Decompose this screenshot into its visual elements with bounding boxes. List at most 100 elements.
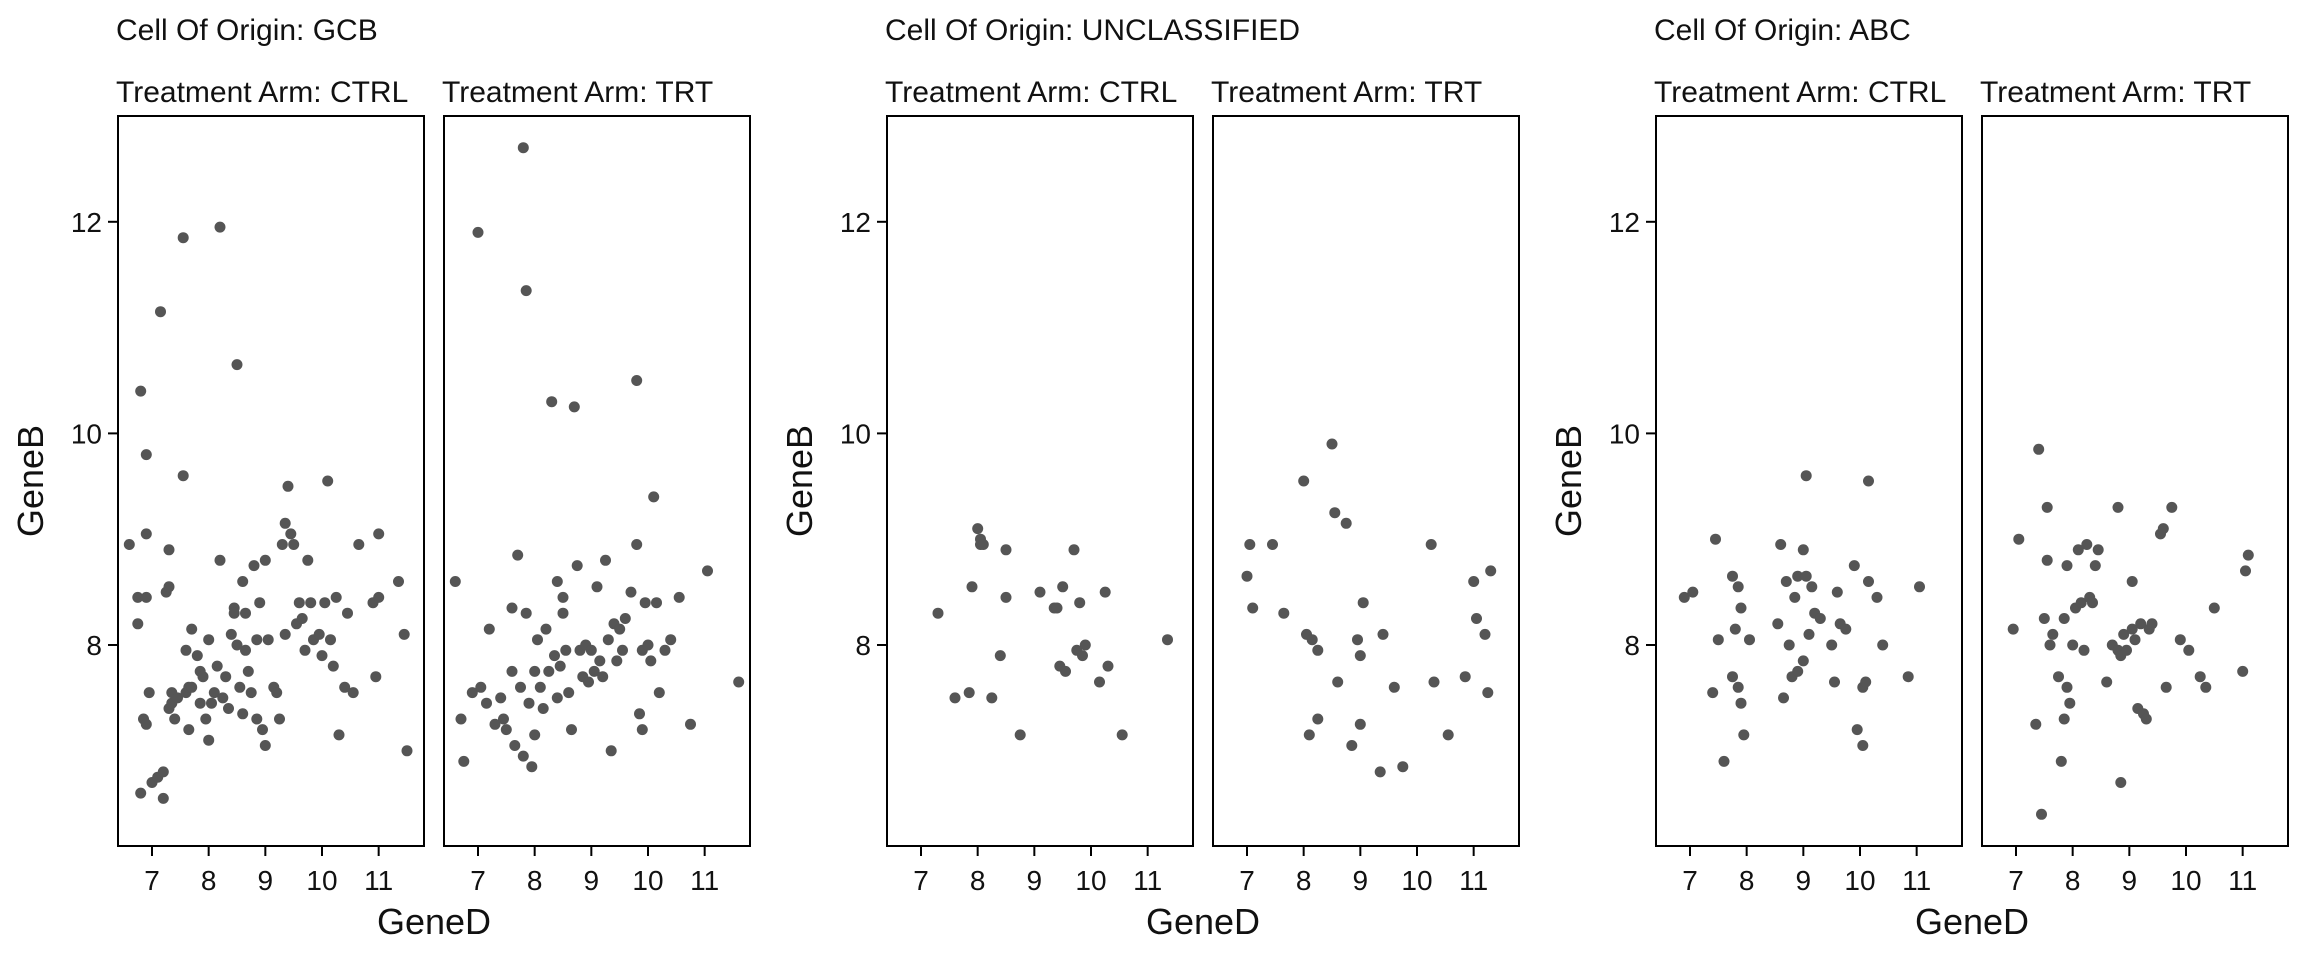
data-point bbox=[636, 724, 648, 736]
x-tick-label: 10 bbox=[1075, 865, 1106, 896]
data-point bbox=[251, 713, 263, 725]
data-point bbox=[2061, 560, 2073, 572]
data-point bbox=[140, 528, 152, 540]
data-point bbox=[2078, 644, 2090, 656]
data-point bbox=[135, 787, 147, 799]
panel-frame bbox=[1212, 115, 1520, 847]
y-tick-label: 8 bbox=[1624, 630, 1640, 661]
data-point bbox=[225, 628, 237, 640]
data-point bbox=[140, 718, 152, 730]
data-point bbox=[659, 644, 671, 656]
data-point bbox=[322, 475, 334, 487]
data-point bbox=[1871, 591, 1883, 603]
data-point bbox=[489, 718, 501, 730]
data-point bbox=[702, 565, 713, 577]
data-point bbox=[2033, 443, 2045, 455]
facet-title: Treatment Arm: CTRL bbox=[1654, 76, 1946, 109]
data-point bbox=[373, 591, 385, 603]
data-point bbox=[208, 687, 220, 699]
data-point bbox=[2146, 618, 2158, 630]
data-point bbox=[1116, 729, 1128, 741]
data-point bbox=[2087, 597, 2098, 609]
y-tick-label: 10 bbox=[71, 418, 102, 449]
data-point bbox=[506, 602, 518, 614]
data-point bbox=[2064, 697, 2076, 709]
panel-frame bbox=[1981, 115, 2289, 847]
x-tick-label: 11 bbox=[364, 865, 393, 896]
data-point bbox=[1482, 687, 1494, 699]
data-point bbox=[2126, 576, 2138, 587]
x-tick-label: 9 bbox=[258, 865, 274, 896]
data-point bbox=[2160, 681, 2172, 693]
x-tick-label: 11 bbox=[1902, 865, 1931, 896]
data-point bbox=[285, 528, 297, 540]
data-point bbox=[183, 724, 195, 736]
data-point bbox=[2129, 634, 2141, 646]
data-point bbox=[1792, 665, 1804, 677]
data-point bbox=[123, 539, 135, 550]
data-point bbox=[449, 576, 461, 587]
data-point bbox=[237, 708, 249, 720]
data-point bbox=[1710, 533, 1721, 545]
data-point bbox=[529, 665, 541, 677]
data-point bbox=[483, 623, 495, 635]
data-point bbox=[563, 687, 575, 699]
data-point bbox=[1735, 602, 1747, 614]
data-point bbox=[648, 491, 660, 503]
data-point bbox=[2058, 613, 2070, 624]
data-point bbox=[1425, 539, 1437, 550]
data-point bbox=[1738, 729, 1750, 741]
data-point bbox=[2237, 665, 2249, 677]
data-point bbox=[2058, 713, 2070, 725]
data-point bbox=[566, 724, 577, 736]
data-point bbox=[1352, 634, 1363, 646]
data-point bbox=[537, 703, 549, 714]
data-point bbox=[245, 687, 257, 699]
data-point bbox=[1077, 650, 1088, 662]
data-point bbox=[1806, 581, 1818, 593]
data-point bbox=[242, 665, 254, 677]
data-point bbox=[169, 713, 181, 725]
x-tick-label: 11 bbox=[1133, 865, 1162, 896]
data-point bbox=[257, 724, 268, 736]
data-point bbox=[1051, 602, 1063, 614]
data-point bbox=[1797, 544, 1809, 556]
data-point bbox=[163, 581, 175, 593]
data-point bbox=[617, 644, 628, 656]
data-point bbox=[495, 692, 507, 704]
data-point bbox=[1797, 655, 1809, 667]
data-point bbox=[1727, 570, 1738, 582]
group-title: Cell Of Origin: GCB bbox=[116, 14, 378, 47]
data-point bbox=[288, 539, 300, 550]
data-point bbox=[963, 687, 975, 699]
data-point bbox=[197, 671, 209, 683]
data-point bbox=[500, 724, 512, 736]
data-point bbox=[1060, 665, 1071, 677]
data-point bbox=[2041, 554, 2053, 566]
data-point bbox=[517, 142, 529, 154]
data-point bbox=[509, 740, 521, 751]
data-point bbox=[1340, 517, 1352, 529]
data-point bbox=[1826, 639, 1838, 651]
group-title: Cell Of Origin: ABC bbox=[1654, 14, 1911, 47]
data-point bbox=[594, 655, 606, 667]
data-point bbox=[481, 697, 492, 709]
data-point bbox=[532, 634, 543, 646]
data-point bbox=[1442, 729, 1454, 741]
data-point bbox=[588, 665, 600, 677]
data-point bbox=[2089, 560, 2101, 572]
data-point bbox=[194, 697, 206, 709]
data-point bbox=[2036, 808, 2047, 820]
data-point bbox=[203, 634, 215, 646]
data-point bbox=[540, 623, 552, 635]
data-point bbox=[1783, 639, 1795, 651]
data-point bbox=[1829, 676, 1840, 688]
x-tick-label: 7 bbox=[2008, 865, 2024, 896]
data-point bbox=[549, 650, 560, 662]
data-point bbox=[602, 634, 614, 646]
x-tick-label: 7 bbox=[1239, 865, 1255, 896]
data-point bbox=[305, 597, 317, 609]
x-tick-label: 8 bbox=[527, 865, 543, 896]
data-point bbox=[466, 687, 478, 699]
data-point bbox=[2067, 639, 2079, 651]
